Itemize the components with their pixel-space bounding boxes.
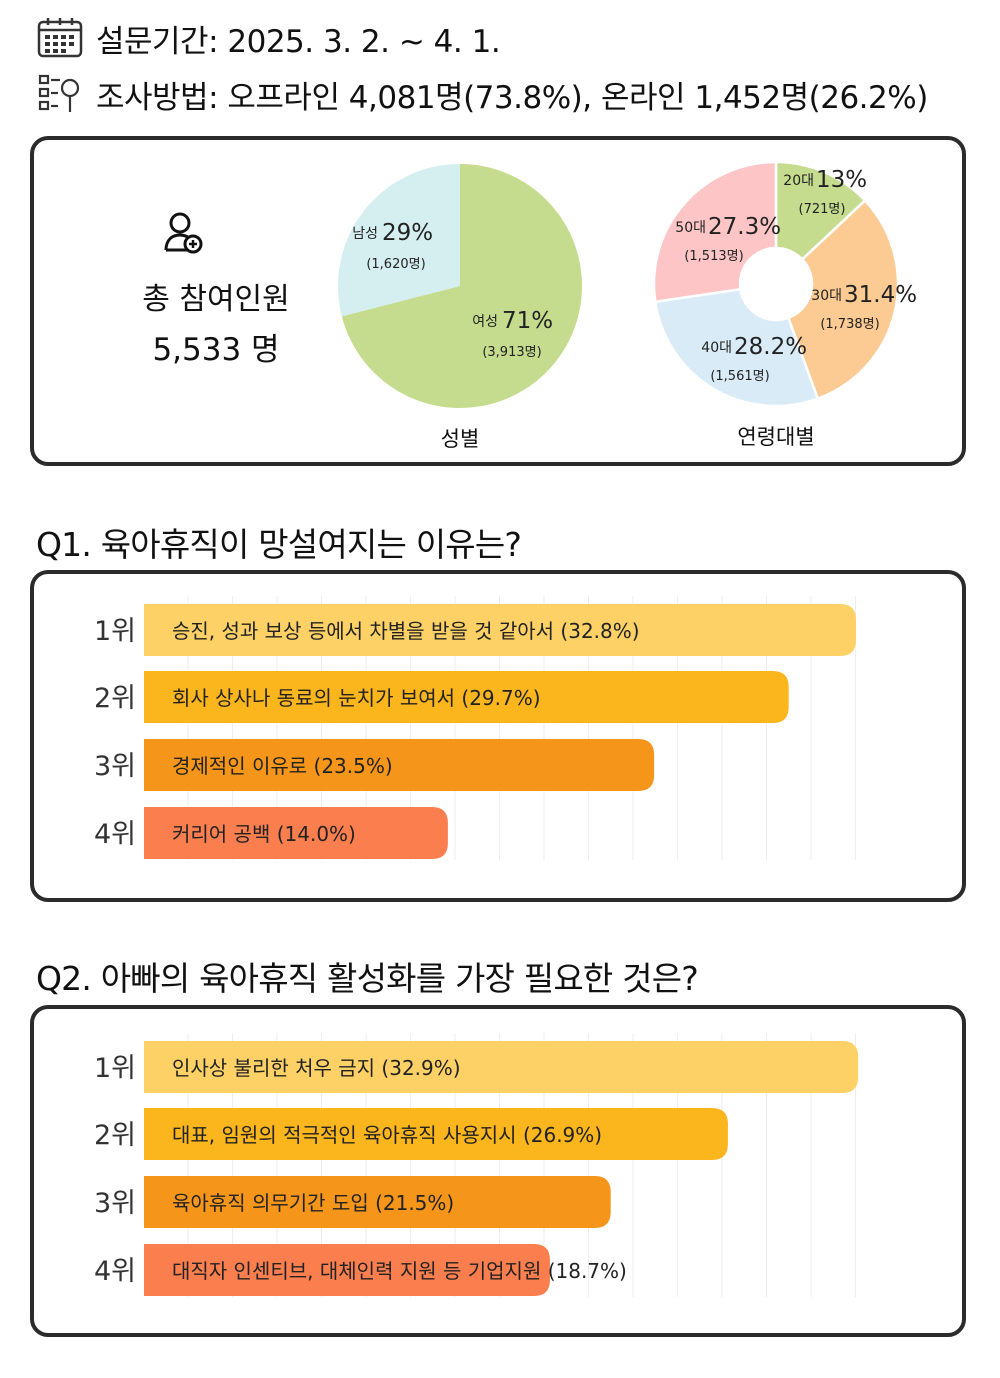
age-slice-percent-0: 13%	[816, 167, 867, 193]
gender-slice-percent-0: 71%	[502, 308, 553, 334]
gender-slice-name-0: 여성	[472, 314, 498, 330]
age-slice-percent-2: 28.2%	[734, 334, 807, 360]
age-slice-count-1: (1,738명)	[820, 317, 879, 332]
age-slice-2	[653, 287, 820, 408]
age-slice-name-3: 50대	[675, 220, 706, 236]
checklist-search-icon	[38, 74, 80, 112]
gender-slice-0	[341, 164, 582, 408]
survey-period-text: 설문기간: 2025. 3. 2. ~ 4. 1.	[96, 23, 501, 60]
q1-rank-1: 2위	[94, 683, 136, 714]
q2-bar-1	[144, 1108, 728, 1160]
age-slice-percent-3: 27.3%	[708, 214, 781, 240]
q2-label-2: 육아휴직 의무기간 도입 (21.5%)	[172, 1191, 454, 1215]
q1-bar-1	[144, 671, 789, 723]
age-slice-1	[786, 198, 900, 401]
q1-label-1: 회사 상사나 동료의 눈치가 보여서 (29.7%)	[172, 686, 541, 710]
gender-chart-title: 성별	[441, 427, 480, 451]
q2-bar-0	[144, 1041, 859, 1093]
q2-label-1: 대표, 임원의 적극적인 육아휴직 사용지시 (26.9%)	[172, 1123, 602, 1147]
q1-rank-0: 1위	[94, 616, 136, 647]
q2-label-3: 대직자 인센티브, 대체인력 지원 등 기업지원 (18.7%)	[172, 1259, 627, 1283]
gender-slice-1	[338, 163, 460, 317]
q2-bar-2	[144, 1176, 611, 1228]
survey-method: 조사방법: 오프라인 4,081명(73.8%), 온라인 1,452명(26.…	[36, 72, 928, 116]
q2-bar-3	[144, 1244, 550, 1296]
q2-rank-0: 1위	[94, 1053, 136, 1084]
survey-period: 설문기간: 2025. 3. 2. ~ 4. 1.	[36, 16, 501, 60]
calendar-icon	[37, 18, 83, 58]
age-slice-count-0: (721명)	[799, 202, 846, 217]
gender-slice-percent-1: 29%	[382, 220, 433, 246]
age-slice-percent-1: 31.4%	[844, 282, 917, 308]
age-slice-name-1: 30대	[811, 288, 842, 304]
age-slice-name-0: 20대	[783, 173, 814, 189]
q1-bar-3	[144, 807, 448, 859]
age-slice-count-2: (1,561명)	[710, 369, 769, 384]
gender-slice-count-1: (1,620명)	[366, 257, 425, 272]
q2-rank-3: 4위	[94, 1256, 136, 1287]
age-slice-count-3: (1,513명)	[684, 249, 743, 264]
q2-label-0: 인사상 불리한 처우 금지 (32.9%)	[172, 1056, 461, 1080]
user-add-icon	[164, 212, 203, 254]
q1-label-3: 커리어 공백 (14.0%)	[172, 822, 356, 846]
q2-rank-1: 2위	[94, 1120, 136, 1151]
q2-title: Q2. 아빠의 육아휴직 활성화를 가장 필요한 것은?	[36, 959, 699, 998]
age-chart-title: 연령대별	[737, 425, 814, 449]
gender-slice-name-1: 남성	[352, 226, 378, 242]
total-label: 총 참여인원	[142, 282, 290, 317]
q1-rank-3: 4위	[94, 819, 136, 850]
gender-slice-count-0: (3,913명)	[482, 345, 541, 360]
age-slice-0	[774, 160, 867, 262]
q1-title: Q1. 육아휴직이 망설여지는 이유는?	[36, 525, 522, 564]
q1-label-2: 경제적인 이유로 (23.5%)	[172, 754, 393, 778]
q1-rank-2: 3위	[94, 751, 136, 782]
q1-label-0: 승진, 성과 보상 등에서 차별을 받을 것 같아서 (32.8%)	[172, 619, 640, 643]
q2-rank-2: 3위	[94, 1188, 136, 1219]
survey-method-text: 조사방법: 오프라인 4,081명(73.8%), 온라인 1,452명(26.…	[96, 79, 928, 116]
age-slice-3	[652, 160, 778, 304]
total-value: 5,533 명	[152, 332, 280, 368]
q1-bar-0	[144, 604, 856, 656]
q1-bar-2	[144, 739, 655, 791]
age-slice-name-2: 40대	[701, 340, 732, 356]
